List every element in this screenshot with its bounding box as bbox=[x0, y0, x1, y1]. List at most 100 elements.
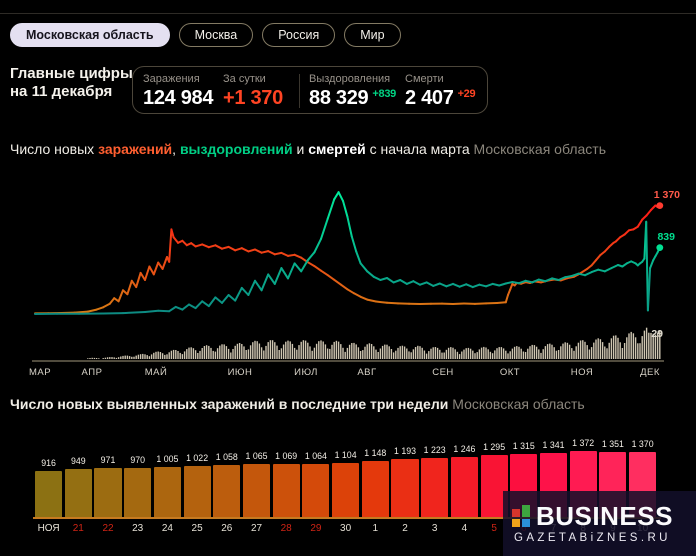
death-bar bbox=[582, 340, 583, 359]
death-bar bbox=[268, 342, 269, 359]
выздоровления-segment bbox=[506, 282, 513, 284]
выздоровления-segment bbox=[229, 295, 236, 301]
death-bar bbox=[441, 353, 442, 359]
death-bar bbox=[419, 346, 420, 359]
выздоровления-segment bbox=[460, 284, 467, 286]
death-bar bbox=[617, 338, 618, 359]
death-bar bbox=[642, 336, 643, 359]
death-bar bbox=[272, 340, 273, 359]
death-bar bbox=[347, 348, 348, 359]
death-bar bbox=[371, 344, 372, 359]
выздоровления-segment bbox=[486, 284, 493, 286]
death-bar bbox=[606, 348, 607, 359]
заражения-segment bbox=[647, 210, 651, 215]
death-bar bbox=[433, 347, 434, 359]
daily-bar bbox=[362, 461, 389, 517]
tab-russia[interactable]: Россия bbox=[262, 23, 335, 47]
заражения-segment bbox=[75, 312, 88, 313]
выздоровления-segment bbox=[189, 305, 196, 309]
death-bar bbox=[556, 351, 557, 359]
выздоровления-segment bbox=[295, 263, 302, 271]
death-bar bbox=[237, 344, 238, 359]
death-bar bbox=[389, 346, 390, 359]
death-bar bbox=[364, 347, 365, 359]
tab-moscow[interactable]: Москва bbox=[179, 23, 254, 47]
death-bar bbox=[186, 349, 187, 359]
заражения-segment bbox=[209, 245, 216, 247]
daily-bar bbox=[184, 466, 211, 517]
infections-end-label: 1 370 bbox=[654, 189, 680, 201]
заражения-segment bbox=[308, 262, 315, 266]
tab-world[interactable]: Мир bbox=[344, 23, 400, 47]
death-bar bbox=[422, 348, 423, 359]
death-bar bbox=[615, 335, 616, 359]
logo-square-orange bbox=[512, 519, 520, 527]
заражения-segment bbox=[196, 244, 203, 246]
daily-bar bbox=[94, 468, 121, 517]
death-bar bbox=[536, 347, 537, 359]
death-bar bbox=[202, 348, 203, 359]
tab-label: Россия bbox=[278, 28, 319, 42]
death-bar bbox=[448, 348, 449, 359]
death-bar bbox=[646, 328, 647, 359]
выздоровления-segment bbox=[169, 307, 176, 311]
заражения-segment bbox=[202, 244, 209, 247]
death-bar bbox=[468, 348, 469, 359]
death-bar bbox=[243, 346, 244, 359]
death-bar bbox=[208, 346, 209, 359]
death-bar bbox=[228, 349, 229, 359]
death-bar bbox=[576, 346, 577, 359]
заражения-segment bbox=[169, 229, 171, 261]
death-bar bbox=[246, 350, 247, 359]
line-chart[interactable]: МАРАПРМАЙИЮНИЮЛАВГСЕНОКТНОЯДЕК1 37083929 bbox=[0, 168, 696, 392]
month-label: НОЯ bbox=[571, 367, 593, 378]
заражения-segment bbox=[314, 266, 321, 271]
death-bar bbox=[375, 350, 376, 359]
выздоровления-segment bbox=[380, 278, 387, 280]
выздоровления-segment bbox=[235, 288, 242, 301]
death-bar bbox=[485, 348, 486, 360]
tab-moscow-region[interactable]: Московская область bbox=[10, 23, 170, 47]
death-bar bbox=[587, 345, 588, 359]
выздоровления-segment bbox=[539, 280, 546, 282]
заражения-segment bbox=[145, 267, 149, 281]
death-bar bbox=[395, 351, 396, 359]
stat-daily: За сутки +1 370 bbox=[223, 73, 283, 110]
death-bar bbox=[565, 342, 566, 359]
death-bar bbox=[94, 358, 95, 359]
death-bar bbox=[397, 348, 398, 359]
death-bar bbox=[109, 357, 110, 359]
заражения-segment bbox=[638, 220, 642, 227]
stat-label: Выздоровления bbox=[309, 73, 396, 85]
death-bar bbox=[567, 343, 568, 359]
выздоровления-segment bbox=[512, 282, 519, 283]
выздоровления-segment bbox=[196, 301, 203, 308]
заражения-segment bbox=[127, 281, 131, 294]
death-bar bbox=[263, 351, 264, 360]
death-bar bbox=[459, 354, 460, 359]
death-bar bbox=[103, 358, 104, 359]
death-bar bbox=[290, 341, 291, 359]
заражения-segment bbox=[275, 253, 282, 254]
death-bar bbox=[461, 352, 462, 360]
stat-divider bbox=[299, 74, 300, 108]
stat-label: Смерти bbox=[405, 73, 475, 85]
death-bar bbox=[169, 352, 170, 359]
death-bar bbox=[631, 332, 632, 359]
выздоровления-segment bbox=[578, 274, 585, 276]
выздоровления-segment bbox=[248, 281, 255, 295]
death-bar bbox=[598, 338, 599, 359]
заражения-segment bbox=[248, 250, 255, 252]
daily-bar bbox=[65, 469, 92, 517]
заражения-segment bbox=[154, 263, 158, 275]
выздоровления-segment bbox=[321, 219, 328, 239]
death-bar bbox=[479, 349, 480, 359]
death-bar bbox=[224, 344, 225, 359]
death-bar bbox=[140, 354, 141, 359]
death-bar bbox=[144, 354, 145, 359]
death-bar bbox=[382, 346, 383, 359]
stat-delta: +29 bbox=[458, 88, 476, 100]
заражения-segment bbox=[262, 251, 269, 253]
death-bar bbox=[353, 343, 354, 359]
death-bar bbox=[426, 354, 427, 359]
